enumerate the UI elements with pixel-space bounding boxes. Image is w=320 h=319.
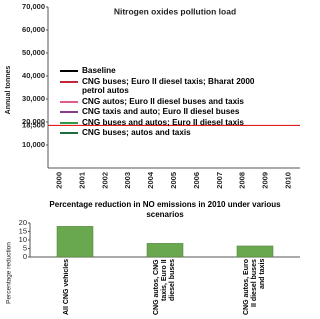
y-axis-label: Annual tonnes [5,66,12,115]
y-tick-label: 10 [19,235,27,244]
y-tick-label: 40,000 [22,71,45,80]
legend-label: CNG buses; autos and taxis [82,128,191,137]
x-tick-label: 2000 [54,172,63,189]
legend: Baseline CNG buses; Euro II diesel taxis;… [60,66,265,139]
legend-entry: CNG taxis and auto; Euro II diesel buses [60,107,265,117]
y-tick-label: 50,000 [22,48,45,57]
legend-label: CNG autos; Euro II diesel buses and taxi… [82,96,244,106]
legend-entry: CNG buses; autos and taxis [60,128,265,138]
legend-swatch [60,121,78,124]
legend-swatch [60,132,78,134]
y-tick-label: 0 [23,252,27,261]
x-tick-label: 2004 [146,171,155,189]
legend-label: Baseline [82,66,116,75]
legend-label: CNG taxis and auto; Euro II diesel buses [82,107,240,116]
x-tick-label: 2001 [77,172,86,189]
legend-entry: CNG buses and autos; Euro II diesel taxi… [60,118,265,128]
legend-swatch [60,70,78,72]
chart-title: Percentage reduction in NO emissions in … [49,200,281,219]
x-tick-label: 2009 [261,172,270,189]
bar [236,245,274,258]
legend-label: CNG buses and autos; Euro II diesel taxi… [82,117,244,127]
legend-label: CNG buses; Euro II diesel taxis; Bharat … [82,76,255,96]
x-tick-label: All CNG vehicles [63,259,70,316]
page: Nitrogen oxides pollution load Annual to… [5,2,300,316]
x-tick-label: 2002 [100,172,109,189]
legend-entry: CNG buses; Euro II diesel taxis; Bharat … [60,77,265,96]
x-tick-label: 2003 [123,172,132,189]
y-tick-label: 60,000 [22,25,45,34]
legend-swatch [60,80,78,83]
bar [146,243,184,258]
reference-label: 18,500 [22,120,45,129]
y-tick-label: 10,000 [22,140,45,149]
x-tick-label: CNG autos, CNG taxis, Euro II diesel bus… [153,259,176,315]
legend-entry: Baseline [60,66,265,76]
y-tick-label: 20,000 [22,117,45,126]
x-tick-label: 2005 [169,172,178,189]
x-tick-label: 2006 [192,172,201,189]
y-tick-label: 70,000 [22,2,45,11]
y-tick-label: 20 [19,218,27,227]
x-tick-label: 2010 [284,172,293,189]
y-tick-label: 30,000 [22,94,45,103]
y-axis-label: Percentage reduction [6,242,13,304]
bar [56,226,94,258]
y-tick-label: 5 [23,243,27,252]
y-tick-label: 15 [19,226,27,235]
x-tick-label: 2008 [238,172,247,189]
x-tick-label: CNG autos, Euro II diesel buses and taxi… [243,259,266,316]
legend-swatch [60,100,78,103]
chart-title: Nitrogen oxides pollution load [114,6,236,16]
legend-entry: CNG autos; Euro II diesel buses and taxi… [60,97,265,107]
legend-swatch [60,111,78,113]
chart: Nitrogen oxides pollution load Annual to… [5,2,300,304]
x-tick-label: 2007 [215,172,224,189]
